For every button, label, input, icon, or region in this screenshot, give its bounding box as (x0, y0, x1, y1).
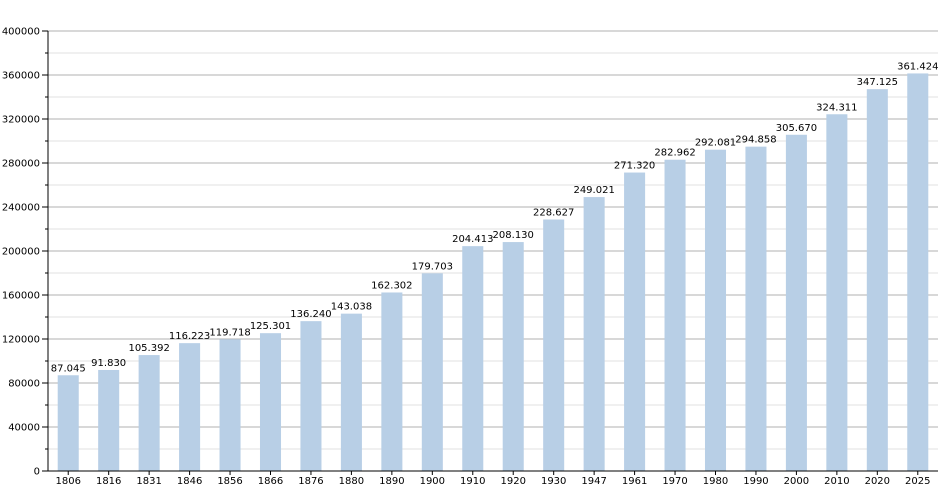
data-label: 105.392 (128, 343, 169, 354)
y-tick-label: 240000 (2, 203, 40, 214)
data-label: 87.045 (51, 363, 86, 374)
x-tick-label: 1961 (622, 476, 647, 487)
x-tick-label: 1920 (501, 476, 526, 487)
data-label: 292.081 (695, 138, 736, 149)
y-tick-label: 80000 (8, 379, 40, 390)
bar (300, 321, 322, 471)
axis-layer: 0 40000 80000 120000 160000 200000 240000 28000… (2, 27, 938, 487)
data-label: 91.830 (91, 358, 126, 369)
bar (462, 246, 484, 471)
x-tick-label: 1866 (258, 476, 283, 487)
x-tick-label: 1856 (217, 476, 242, 487)
x-tick-label: 1846 (177, 476, 202, 487)
data-label: 324.311 (816, 102, 857, 113)
y-tick-label: 280000 (2, 159, 40, 170)
bar (421, 273, 443, 471)
bar (543, 219, 565, 471)
data-label: 116.223 (169, 331, 210, 342)
x-tick-label: 1947 (581, 476, 606, 487)
data-label: 294.858 (735, 135, 776, 146)
x-tick-label: 1970 (662, 476, 687, 487)
data-label: 347.125 (857, 77, 898, 88)
x-tick-label: 1910 (460, 476, 485, 487)
bar (502, 242, 524, 471)
y-tick-label: 0 (34, 467, 40, 478)
x-tick-label: 1890 (379, 476, 404, 487)
x-tick-label: 1806 (56, 476, 81, 487)
bar (866, 89, 888, 471)
data-label: 143.038 (331, 302, 372, 313)
bar (664, 159, 686, 471)
bars-layer (57, 73, 929, 472)
data-label: 271.320 (614, 161, 655, 172)
x-tick-label: 1930 (541, 476, 566, 487)
bar (340, 313, 362, 471)
bar (785, 134, 807, 471)
data-label: 179.703 (412, 261, 453, 272)
x-tick-label: 2020 (865, 476, 890, 487)
bar (907, 73, 929, 472)
x-tick-label: 1880 (339, 476, 364, 487)
y-tick-label: 160000 (2, 291, 40, 302)
x-tick-label: 1876 (298, 476, 323, 487)
y-tick-label: 200000 (2, 247, 40, 258)
bar (57, 375, 79, 471)
bar (624, 172, 646, 471)
data-label: 204.413 (452, 234, 493, 245)
data-label: 125.301 (250, 321, 291, 332)
data-label: 305.670 (776, 123, 817, 134)
bar (704, 149, 727, 471)
data-label: 162.302 (371, 280, 412, 291)
x-tick-label: 1816 (96, 476, 121, 487)
x-tick-label: 1831 (136, 476, 161, 487)
bar (745, 146, 767, 472)
data-label: 136.240 (290, 309, 331, 320)
x-tick-label: 2010 (824, 476, 849, 487)
y-tick-label: 320000 (2, 115, 40, 126)
data-label: 228.627 (533, 208, 574, 219)
x-tick-label: 2000 (784, 476, 809, 487)
data-label: 208.130 (493, 230, 534, 241)
bar (98, 369, 120, 471)
x-tick-label: 1980 (703, 476, 728, 487)
bar (259, 333, 282, 471)
bar (826, 114, 848, 471)
data-label: 119.718 (209, 327, 250, 338)
bar (583, 197, 605, 471)
x-tick-label: 1990 (743, 476, 768, 487)
y-tick-label: 360000 (2, 71, 40, 82)
y-tick-label: 400000 (2, 27, 40, 38)
data-label: 361.424 (897, 61, 938, 72)
x-tick-label: 1900 (420, 476, 445, 487)
y-tick-label: 40000 (8, 423, 40, 434)
data-label: 282.962 (654, 148, 695, 159)
bar (381, 292, 403, 471)
data-label: 249.021 (573, 185, 614, 196)
bar (138, 355, 160, 471)
y-tick-label: 120000 (2, 335, 40, 346)
bar (219, 339, 241, 471)
x-tick-label: 2025 (905, 476, 930, 487)
bar (179, 343, 201, 471)
